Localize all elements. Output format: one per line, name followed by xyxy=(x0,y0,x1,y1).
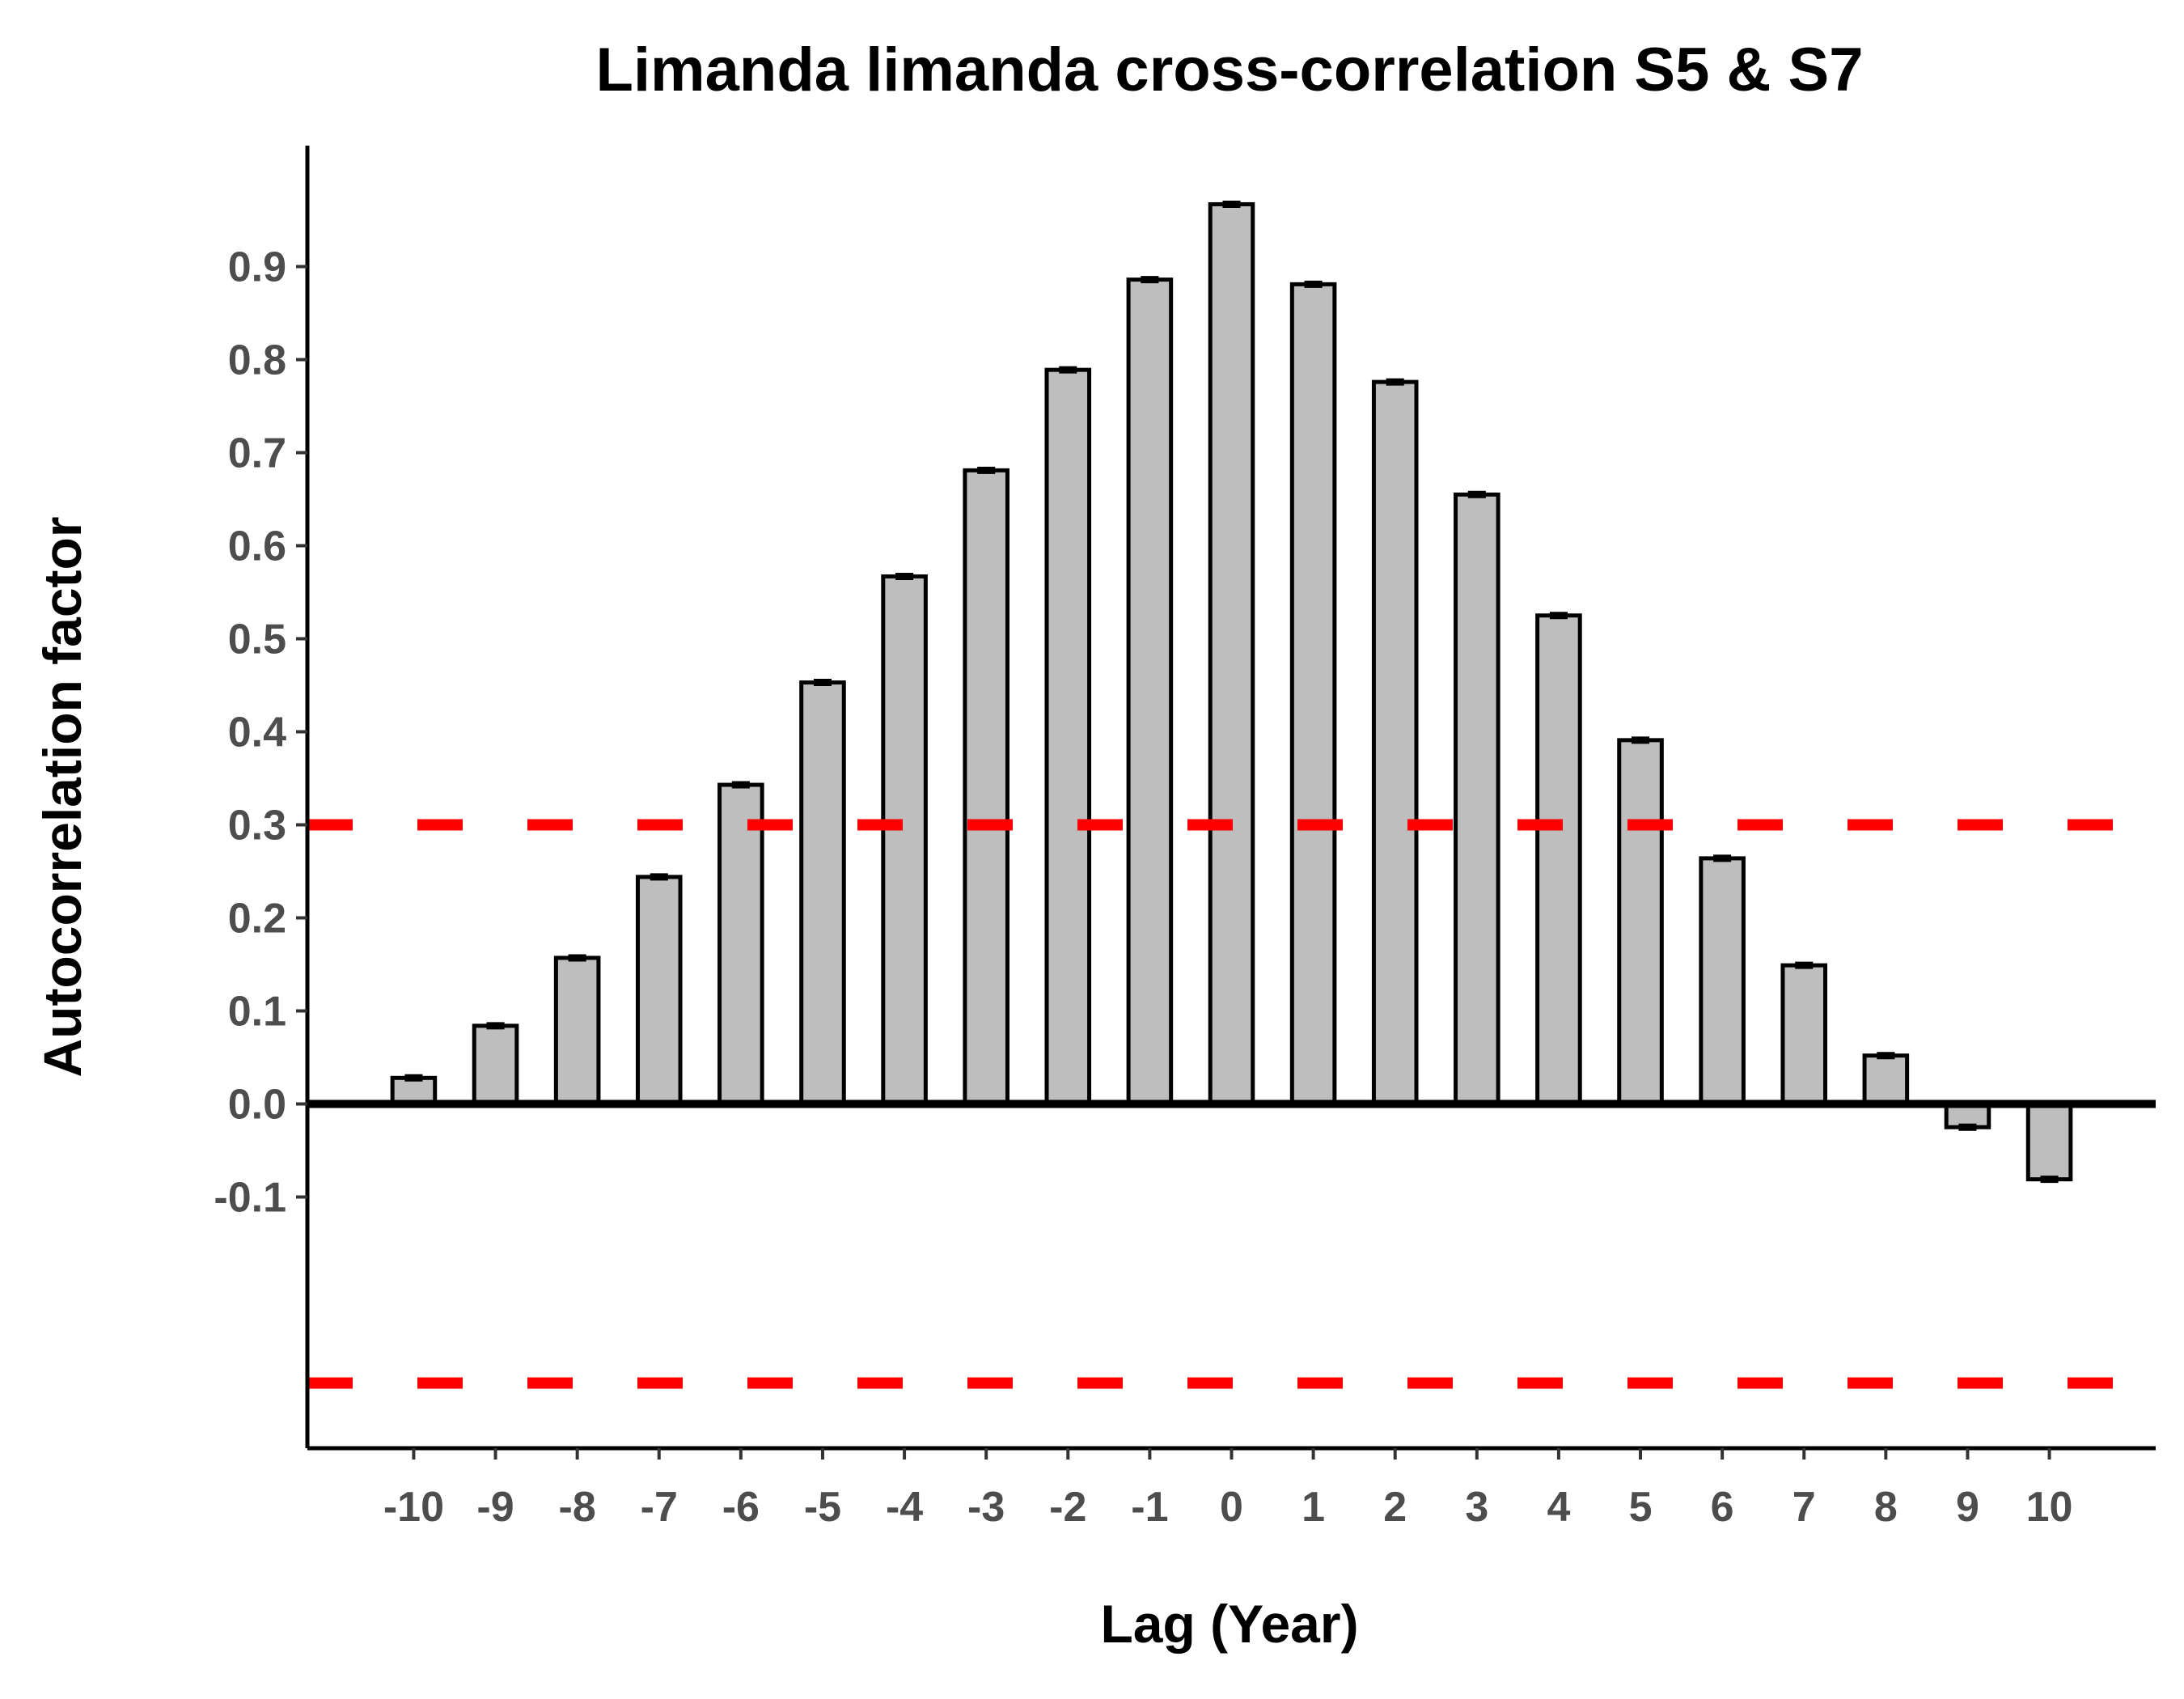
x-tick-label: -4 xyxy=(886,1484,923,1531)
x-tick-label: -7 xyxy=(641,1484,678,1531)
y-tick-label: 0.3 xyxy=(228,803,286,850)
y-tick-label: 0.6 xyxy=(228,523,286,570)
bar-lag-2 xyxy=(1371,379,1419,1107)
y-tick-label: 0.8 xyxy=(228,337,286,384)
x-tick-label: -8 xyxy=(559,1484,596,1531)
x-tick-label: -10 xyxy=(383,1484,444,1531)
x-tick-label: 3 xyxy=(1465,1484,1488,1531)
x-tick-label: 9 xyxy=(1956,1484,1979,1531)
y-tick-label: 0.0 xyxy=(228,1082,286,1129)
x-tick-label: 5 xyxy=(1629,1484,1653,1531)
x-tick-label: 6 xyxy=(1711,1484,1734,1531)
y-tick-label: 0.4 xyxy=(228,710,286,756)
x-tick-label: 4 xyxy=(1547,1484,1570,1531)
x-tick-label: -3 xyxy=(967,1484,1005,1531)
y-tick-label: 0.2 xyxy=(228,896,286,943)
bar-lag--8 xyxy=(553,955,601,1106)
bar-lag--6 xyxy=(717,782,764,1106)
bar-lag-6 xyxy=(1699,856,1746,1107)
x-tick-label: -2 xyxy=(1049,1484,1086,1531)
bar-lag--3 xyxy=(963,468,1009,1106)
bar-lag-3 xyxy=(1454,492,1500,1106)
bar-lag-10 xyxy=(2025,1102,2073,1182)
bar-lag-7 xyxy=(1780,963,1828,1107)
plot-area: -0.10.00.10.20.30.40.50.60.70.80.9-10 -9-… xyxy=(214,146,2156,1531)
y-tick-label: -0.1 xyxy=(214,1175,286,1222)
x-tick-label: -5 xyxy=(804,1484,841,1531)
x-tick-label: 2 xyxy=(1383,1484,1407,1531)
y-tick-label: 0.7 xyxy=(228,430,286,477)
x-tick-label: 7 xyxy=(1792,1484,1816,1531)
bar-lag-0 xyxy=(1208,201,1255,1107)
bar-lag-5 xyxy=(1617,738,1664,1106)
bar-lag--9 xyxy=(472,1023,519,1107)
x-tick-label: -6 xyxy=(722,1484,760,1531)
x-tick-label: 10 xyxy=(2026,1484,2073,1531)
bar-lag--7 xyxy=(635,875,683,1107)
bar-lag--4 xyxy=(881,574,928,1106)
bar-lag--1 xyxy=(1126,278,1174,1107)
x-tick-label: -9 xyxy=(476,1484,514,1531)
x-axis-label: Lag (Year) xyxy=(1100,1594,1358,1654)
y-tick-label: 0.9 xyxy=(228,244,286,291)
y-tick-label: 0.5 xyxy=(228,616,286,663)
bar-lag--5 xyxy=(799,680,846,1106)
bar-lag--2 xyxy=(1044,367,1092,1106)
y-tick-label: 0.1 xyxy=(228,989,286,1036)
x-tick-label: 0 xyxy=(1220,1484,1243,1531)
x-tick-label: 8 xyxy=(1874,1484,1898,1531)
y-axis-label: Autocorrelation factor xyxy=(32,516,92,1077)
bar-lag-4 xyxy=(1535,613,1582,1106)
bar-lag-8 xyxy=(1862,1053,1910,1106)
chart-title: Limanda limanda cross-correlation S5 & S… xyxy=(596,36,1864,104)
x-tick-label: 1 xyxy=(1302,1484,1325,1531)
x-tick-label: -1 xyxy=(1131,1484,1168,1531)
bar-lag-1 xyxy=(1289,282,1337,1107)
